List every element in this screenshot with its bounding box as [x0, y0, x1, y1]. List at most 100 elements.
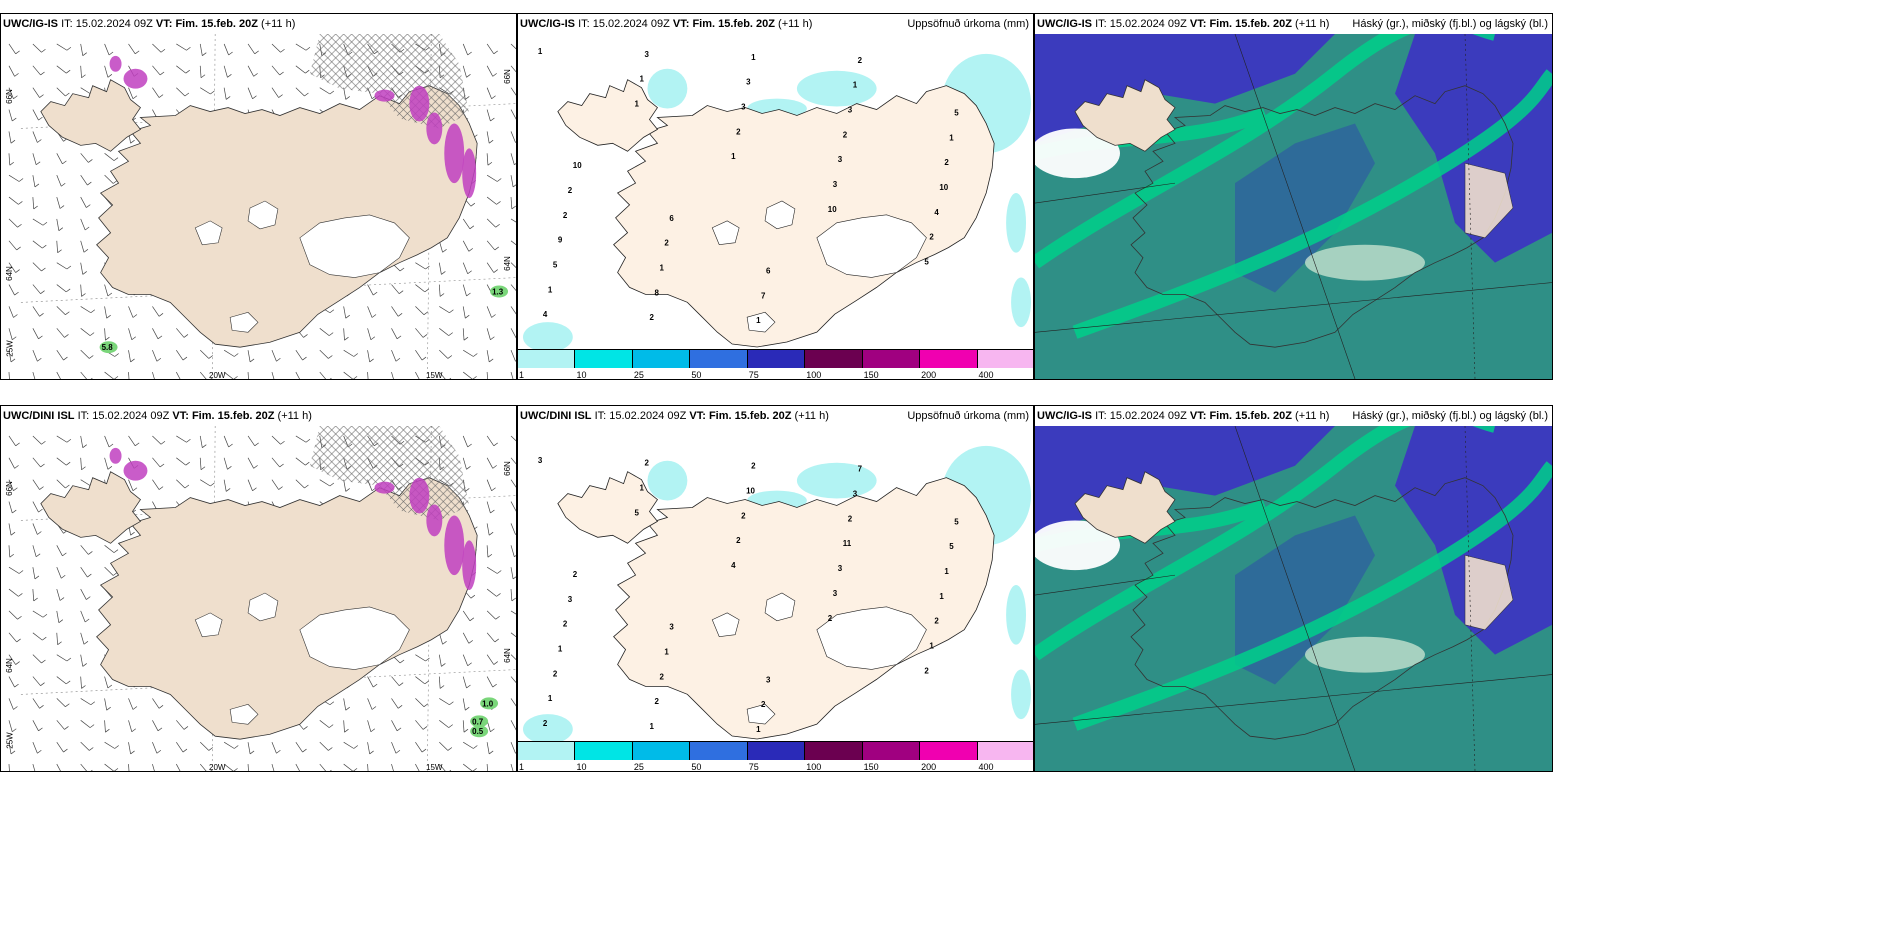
field-title: Háský (gr.), miðský (fj.bl.) og lágský (…: [1352, 18, 1548, 30]
cloud-map: [1035, 34, 1552, 379]
colorbar-tick: 150: [863, 762, 879, 772]
hatched-area: [309, 426, 470, 521]
init-time: 15.02.2024 09Z: [1109, 410, 1187, 422]
valid-time-label: VT:: [1189, 18, 1207, 30]
init-time-label: IT:: [61, 18, 73, 30]
precip-value-label: 4: [543, 310, 548, 319]
colorbar-tick: 25: [633, 762, 644, 772]
precip-value-label: 5: [553, 261, 558, 270]
valid-time-label: VT:: [155, 18, 173, 30]
precip-value-label: 2: [568, 186, 573, 195]
colorbar-swatch: [690, 350, 748, 368]
lon-label-25w: 25W: [5, 732, 15, 749]
precip-value-label: 2: [563, 211, 568, 220]
map-panel-top-wind: UWC/IG-IS IT: 15.02.2024 09Z VT: Fim. 15…: [0, 13, 517, 380]
map-panel-bottom-precip: UWC/DINI ISL IT: 15.02.2024 09Z VT: Fim.…: [517, 405, 1034, 772]
model-name: UWC/IG-IS: [1037, 410, 1092, 422]
precip-value-label: 2: [828, 614, 833, 623]
glacier: [247, 200, 279, 230]
lon-label-20w: 20W: [209, 763, 226, 772]
snow-patches: [109, 447, 477, 591]
glacier: [816, 214, 927, 278]
colorbar-swatch: [977, 350, 1033, 368]
panel-header: UWC/DINI ISL IT: 15.02.2024 09Z VT: Fim.…: [1, 406, 516, 426]
wind-value-label: 1.0: [482, 699, 494, 708]
precip-value-label: 4: [934, 208, 939, 217]
lead-time: (+11 h): [1295, 410, 1330, 422]
map-panel-bottom-cloud: UWC/IG-IS IT: 15.02.2024 09Z VT: Fim. 15…: [1034, 405, 1553, 772]
precip-value-label: 3: [833, 589, 838, 598]
glacier: [299, 214, 410, 278]
precip-value-label: 2: [736, 536, 741, 545]
glacier: [229, 704, 259, 725]
field-title: Uppsöfnuð úrkoma (mm): [907, 410, 1029, 422]
precip-value-label: 1: [949, 133, 954, 142]
precip-value-label: 3: [853, 490, 858, 499]
precip-value-label: 2: [741, 511, 746, 520]
colorbar-swatch: [747, 350, 806, 368]
precip-value-label: 2: [848, 514, 853, 523]
precip-value-label: 5: [949, 542, 954, 551]
init-time: 15.02.2024 09Z: [609, 410, 687, 422]
iceland-outline: [1074, 471, 1514, 740]
init-time: 15.02.2024 09Z: [592, 18, 670, 30]
wind-map: 1.3 5.8: [1, 34, 516, 379]
precip-value-label: 10: [939, 183, 948, 192]
lat-label-66n: 66N: [4, 481, 14, 496]
valid-time: Fim. 15.feb. 20Z: [708, 410, 792, 422]
panel-header: UWC/IG-IS IT: 15.02.2024 09Z VT: Fim. 15…: [518, 14, 1033, 34]
model-name: UWC/DINI ISL: [3, 410, 75, 422]
colorbar-tick: 75: [748, 762, 759, 772]
value-labels: 1.3 5.8: [99, 285, 509, 354]
precip-value-label: 1: [944, 567, 949, 576]
lon-label-25w: 25W: [5, 340, 15, 357]
precip-value-label: 1: [640, 484, 645, 493]
precip-value-label: 1: [649, 722, 654, 731]
panel-header: UWC/IG-IS IT: 15.02.2024 09Z VT: Fim. 15…: [1, 14, 516, 34]
precip-map: 3 5 4 2 2 2 1 2 3 1 1 2 2 3 2 2 1 10 11 1 1 2 2 2 1 2 2 1 3 5 3 1 2 7 5 2 3 3: [518, 426, 1033, 741]
model-name: UWC/IG-IS: [520, 18, 575, 30]
glacier: [746, 311, 776, 333]
valid-time-label: VT:: [689, 410, 706, 422]
precip-value-label: 3: [833, 180, 838, 189]
init-time: 15.02.2024 09Z: [92, 410, 170, 422]
precip-value-label: 2: [553, 669, 558, 678]
colorbar-swatch: [518, 742, 576, 760]
precip-value-label: 1: [635, 100, 640, 109]
glacier: [746, 703, 776, 725]
precip-value-label: 2: [924, 666, 929, 675]
precip-value-label: 3: [669, 623, 674, 632]
valid-time-label: VT:: [672, 18, 690, 30]
lat-label-66n-right: 66N: [503, 461, 513, 476]
colorbar-tick: 200: [921, 370, 937, 380]
precip-value-label: 6: [766, 266, 771, 275]
colorbar-tick: 1: [519, 370, 525, 380]
precip-value-label: 3: [538, 456, 543, 465]
precip-value-label: 1: [664, 648, 669, 657]
colorbar-tick: 100: [806, 370, 822, 380]
snow-patches: [109, 55, 477, 199]
precip-value-label: 3: [568, 595, 573, 604]
lat-label-64n: 64N: [4, 658, 14, 673]
precip-value-label: 2: [944, 158, 949, 167]
init-time: 15.02.2024 09Z: [1109, 18, 1187, 30]
init-time: 15.02.2024 09Z: [75, 18, 153, 30]
glacier: [299, 606, 410, 670]
precip-value-label: 2: [543, 719, 548, 728]
colorbar-tick: 10: [576, 370, 587, 380]
precip-value-label: 1: [756, 316, 761, 325]
valid-time: Fim. 15.feb. 20Z: [1209, 18, 1292, 30]
cloud-map: [1035, 426, 1552, 771]
precip-value-label: 1: [659, 264, 664, 273]
precip-value-label: 2: [645, 459, 650, 468]
colorbar-tick: 400: [978, 370, 994, 380]
precip-value-label: 3: [741, 103, 746, 112]
model-name: UWC/IG-IS: [1037, 18, 1092, 30]
colorbar-tick: 200: [921, 762, 937, 772]
precip-value-label: 2: [858, 56, 863, 65]
colorbar-swatch: [920, 742, 978, 760]
lat-label-64n-right: 64N: [503, 256, 513, 271]
glacier: [764, 200, 796, 230]
precip-value-label: 1: [939, 592, 944, 601]
